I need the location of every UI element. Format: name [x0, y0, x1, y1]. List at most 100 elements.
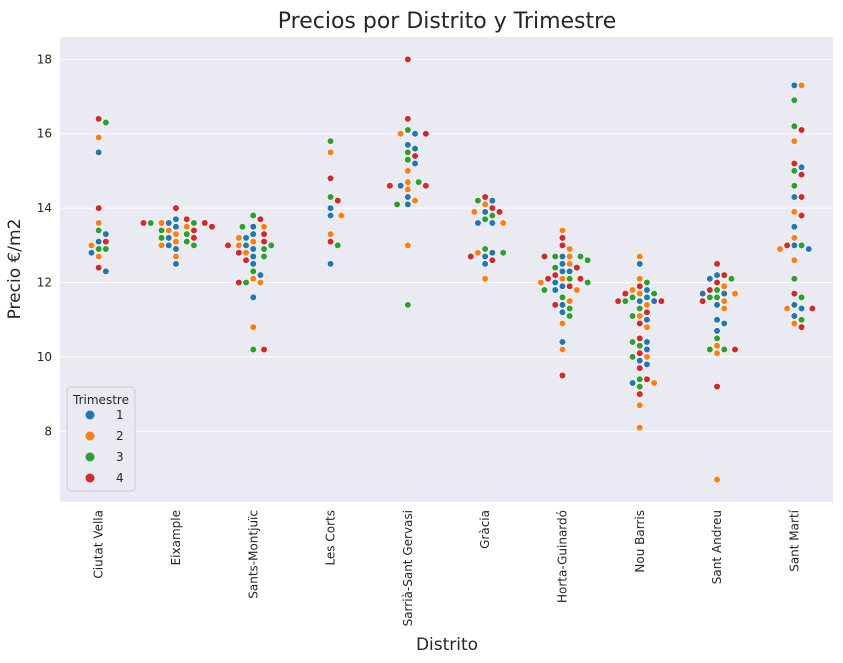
data-point: [242, 241, 250, 249]
data-point: [249, 245, 257, 253]
y-tick-label: 8: [44, 424, 52, 438]
data-point: [481, 275, 489, 283]
data-point: [551, 278, 559, 287]
data-point: [249, 275, 257, 283]
data-point: [467, 252, 475, 261]
data-point: [797, 241, 806, 249]
data-point: [481, 245, 489, 253]
x-tick-label: Sant Martí: [787, 509, 801, 571]
data-point: [797, 304, 806, 313]
data-point: [87, 241, 96, 249]
legend-label: 3: [116, 450, 124, 464]
data-point: [95, 133, 103, 142]
data-point: [95, 252, 103, 261]
data-point: [558, 267, 567, 275]
data-point: [636, 319, 644, 328]
data-point: [808, 304, 816, 313]
legend-box: [66, 386, 136, 492]
plot-area: [60, 37, 833, 502]
data-point: [102, 267, 110, 275]
y-tick-label: 14: [37, 201, 52, 215]
legend-label: 2: [116, 429, 124, 443]
data-point: [102, 238, 110, 246]
data-point: [720, 319, 728, 328]
data-point: [566, 304, 574, 313]
data-point: [481, 200, 489, 208]
data-point: [139, 219, 148, 227]
data-point: [797, 81, 806, 89]
data-point: [242, 234, 250, 242]
data-point: [165, 226, 173, 235]
data-point: [558, 308, 567, 316]
data-point: [337, 211, 345, 220]
data-point: [790, 137, 798, 145]
data-point: [699, 290, 707, 298]
data-point: [183, 223, 191, 231]
data-point: [558, 234, 567, 242]
data-point: [713, 383, 721, 391]
data-point: [713, 342, 721, 350]
data-point: [713, 293, 721, 302]
data-point: [488, 204, 496, 212]
legend-title: Trimestre: [72, 393, 129, 407]
data-point: [790, 81, 798, 89]
data-point: [95, 204, 103, 212]
data-point: [249, 345, 257, 354]
data-point: [636, 334, 644, 342]
data-point: [706, 293, 714, 302]
data-point: [551, 301, 559, 309]
data-point: [102, 230, 110, 238]
data-point: [242, 278, 250, 287]
data-point: [481, 215, 489, 223]
legend: Trimestre 1 2 3 4: [66, 386, 136, 492]
data-point: [147, 219, 155, 227]
x-axis-label: Distrito: [416, 635, 478, 655]
data-point: [242, 256, 250, 264]
data-point: [636, 290, 644, 298]
data-point: [643, 345, 651, 354]
data-point: [334, 197, 342, 205]
data-point: [797, 293, 806, 302]
data-point: [573, 286, 581, 294]
data-point: [474, 249, 482, 257]
data-point: [190, 241, 198, 249]
data-point: [95, 264, 103, 272]
data-point: [706, 275, 714, 283]
data-point: [783, 304, 791, 313]
data-point: [172, 252, 180, 261]
data-point: [636, 282, 644, 290]
data-point: [558, 275, 567, 283]
data-point: [415, 178, 423, 186]
chart-title: Precios por Distrito y Trimestre: [278, 9, 616, 34]
grid-lines: [60, 58, 833, 432]
data-point: [566, 275, 574, 283]
data-point: [224, 241, 232, 249]
data-point: [713, 301, 721, 309]
data-point: [87, 249, 96, 257]
data-point: [537, 278, 545, 287]
data-point: [404, 178, 412, 186]
data-point: [172, 204, 180, 212]
data-point: [636, 357, 644, 365]
data-point: [628, 312, 637, 320]
data-point: [706, 286, 714, 294]
data-point: [558, 226, 567, 235]
data-point: [411, 145, 419, 153]
data-point: [558, 301, 567, 309]
x-tick-label: Sarrià-Sant Gervasi: [401, 510, 415, 626]
data-point: [488, 197, 496, 205]
data-point: [157, 219, 166, 227]
data-point: [628, 293, 637, 302]
y-tick-labels: 8 10 12 14 16 18: [37, 52, 52, 438]
data-point: [249, 267, 257, 275]
data-point: [558, 319, 567, 328]
data-point: [260, 238, 268, 246]
data-point: [805, 245, 813, 253]
data-point: [190, 219, 198, 227]
data-point: [621, 297, 629, 305]
data-point: [172, 223, 180, 231]
data-point: [636, 364, 644, 372]
data-point: [260, 252, 268, 261]
data-point: [650, 379, 658, 387]
data-point: [404, 167, 412, 175]
